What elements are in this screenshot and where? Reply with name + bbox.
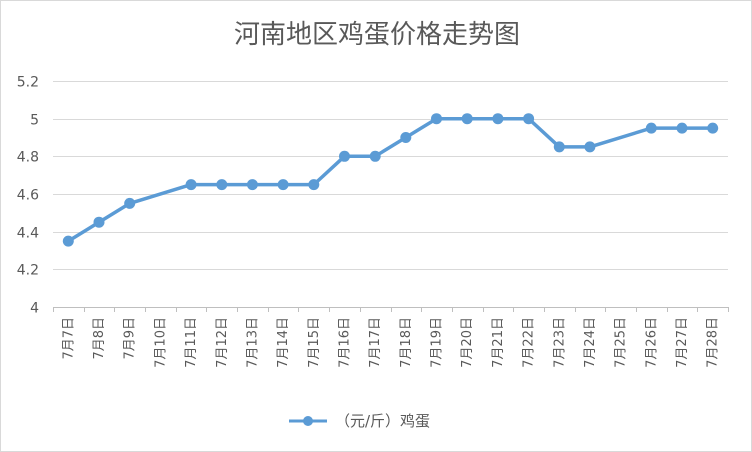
data-point [369, 150, 381, 162]
data-point [185, 179, 197, 191]
legend-marker [303, 416, 313, 426]
x-tick-label: 7月22日 [522, 317, 537, 368]
y-tick-label: 4.8 [17, 150, 39, 166]
x-tick-label: 7月10日 [153, 317, 168, 368]
x-tick-label: 7月28日 [706, 317, 721, 368]
x-axis: 7月7日 7月8日 7月9日 7月10日 7月11日 7月12日 7月13日 7月14日 7月1… [53, 307, 729, 368]
x-tick-label: 7月24日 [583, 317, 598, 368]
data-point [584, 141, 596, 153]
series-layer [62, 113, 719, 247]
data-point [400, 132, 412, 143]
data-point [277, 179, 289, 191]
y-tick-label: 5.2 [17, 75, 39, 91]
y-tick-label: 5 [30, 113, 39, 129]
x-tick-label: 7月25日 [614, 317, 629, 368]
legend-label: （元/斤）鸡蛋 [335, 412, 430, 430]
gridlines [53, 81, 728, 308]
x-tick-label: 7月23日 [552, 317, 567, 368]
series-line [66, 116, 715, 243]
x-tick-label: 7月20日 [460, 317, 475, 368]
x-tick-label: 7月12日 [215, 317, 230, 368]
y-tick-label: 4.6 [17, 188, 39, 204]
x-tick-label: 7月9日 [123, 317, 138, 360]
legend: （元/斤）鸡蛋 [289, 412, 430, 430]
x-tick-label: 7月27日 [675, 317, 690, 368]
data-point [216, 179, 228, 191]
x-tick-label: 7月17日 [368, 317, 383, 368]
x-tick-label: 7月7日 [61, 317, 76, 360]
data-point [492, 113, 504, 125]
x-tick-label: 7月11日 [184, 317, 199, 368]
y-tick-label: 4.2 [17, 263, 39, 279]
x-tick-label: 7月26日 [644, 317, 659, 368]
chart-title: 河南地区鸡蛋价格走势图 [234, 20, 520, 50]
x-tick-label: 7月18日 [399, 317, 414, 368]
data-point [93, 216, 105, 228]
data-point [246, 179, 258, 191]
data-point [645, 122, 657, 134]
data-point [553, 141, 565, 153]
x-tick-label: 7月8日 [92, 317, 107, 360]
x-tick-label: 7月13日 [245, 317, 260, 368]
data-point [339, 150, 350, 162]
data-point [676, 122, 688, 134]
data-point [62, 235, 74, 247]
x-tick-label: 7月16日 [337, 317, 352, 368]
data-point [523, 113, 535, 125]
y-tick-label: 4.4 [17, 226, 39, 242]
data-point [461, 113, 473, 125]
data-point [308, 179, 320, 191]
data-point [124, 197, 136, 209]
data-point [431, 113, 442, 125]
x-tick-label: 7月15日 [307, 317, 322, 368]
x-tick-label: 7月21日 [491, 317, 506, 368]
x-tick-label: 7月14日 [276, 317, 291, 368]
y-axis-tick-labels: 4 4.2 4.4 4.6 4.8 5 5.2 [17, 75, 39, 317]
data-point [707, 122, 719, 134]
x-tick-label: 7月19日 [430, 317, 445, 368]
y-tick-label: 4 [30, 301, 39, 317]
